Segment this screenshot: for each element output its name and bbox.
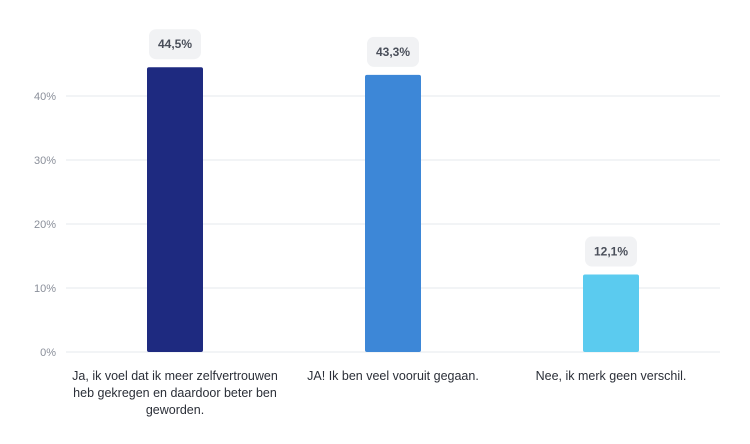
y-tick-label: 20% (34, 219, 56, 231)
value-label: 12,1% (594, 245, 628, 259)
bar (583, 274, 639, 352)
bar (147, 67, 203, 352)
y-tick-label: 40% (34, 91, 56, 103)
category-label: JA! Ik ben veel vooruit gegaan. (307, 369, 479, 383)
value-label: 43,3% (376, 45, 410, 59)
y-tick-label: 30% (34, 155, 56, 167)
y-tick-label: 0% (40, 347, 56, 359)
category-label: Nee, ik merk geen verschil. (535, 369, 687, 383)
value-label-background (367, 36, 419, 67)
value-label: 44,5% (158, 37, 192, 51)
value-label-background (149, 29, 201, 60)
value-label-background (585, 236, 637, 267)
bar (365, 74, 421, 352)
y-tick-label: 10% (34, 283, 56, 295)
category-label: Ja, ik voel dat ik meer zelfvertrouwen h… (72, 369, 278, 417)
